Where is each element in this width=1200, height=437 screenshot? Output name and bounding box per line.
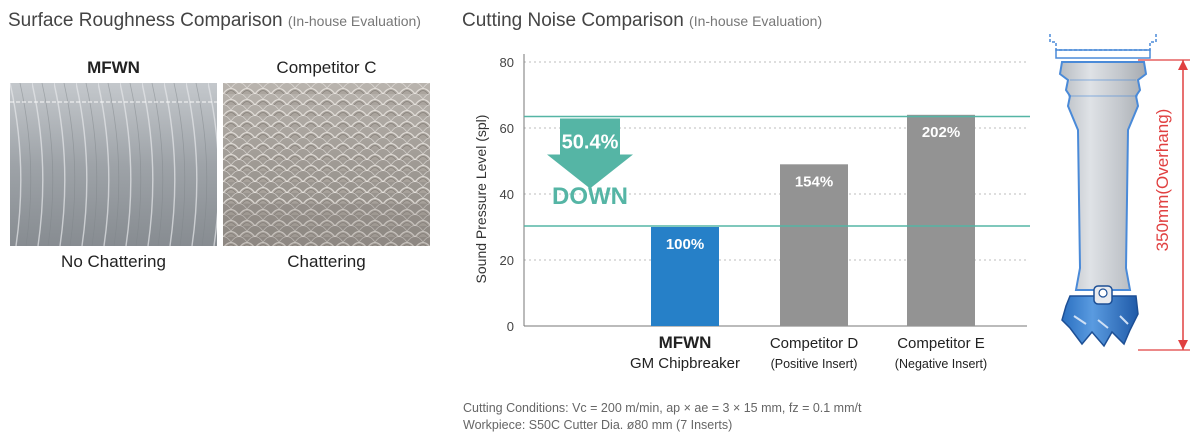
bar-1 [651,227,719,326]
overhang-dimension [1138,59,1190,351]
competitor-c-sample-label: Competitor C [276,58,377,77]
y-axis-label: Sound Pressure Level (spl) [473,115,489,284]
competitor-c-caption: Chattering [287,252,366,271]
bar-data-label-1: 100% [666,236,704,253]
y-tick-label-20: 20 [500,253,514,268]
surface-section-title: Surface Roughness Comparison (In-house E… [8,10,421,32]
category-sublabel-2: (Positive Insert) [771,357,858,371]
mfwn-caption: No Chattering [61,252,166,271]
cutter-illustration [1049,34,1190,351]
cutter-shank [1058,61,1148,291]
category-label-3: Competitor E [897,335,985,352]
noise-title: Cutting Noise Comparison [462,10,684,31]
surface-subtitle: (In-house Evaluation) [287,13,421,29]
bar-data-label-3: 202% [922,124,960,141]
holder-top [1049,34,1157,59]
surface-title: Surface Roughness Comparison [8,10,283,31]
y-tick-label-0: 0 [507,319,514,334]
bar-data-label-2: 154% [795,173,833,190]
conditions-line-1: Cutting Conditions: Vc = 200 m/min, ap ×… [463,401,862,415]
mfwn-surface-photo [10,83,217,246]
bar-2 [780,164,848,326]
down-arrow [547,118,633,189]
bar-3 [907,114,975,326]
overhang-label-wrap: 350mm(Overhang) [1143,0,1183,437]
cutter-head [1061,285,1139,348]
down-text: DOWN [552,183,628,210]
category-label-2: Competitor D [770,335,859,352]
cutting-conditions: Cutting Conditions: Vc = 200 m/min, ap ×… [463,400,861,434]
conditions-line-2: Workpiece: S50C Cutter Dia. ø80 mm (7 In… [463,418,733,432]
y-tick-label-60: 60 [500,121,514,136]
noise-subtitle: (In-house Evaluation) [689,13,823,29]
y-tick-label-80: 80 [500,55,514,70]
overhang-label: 350mm(Overhang) [1153,108,1172,252]
category-sublabel-3: (Negative Insert) [895,357,987,371]
category-sublabel-1: GM Chipbreaker [630,355,740,372]
y-tick-label-40: 40 [500,187,514,202]
competitor-c-surface-photo [223,83,430,246]
noise-section-title: Cutting Noise Comparison (In-house Evalu… [462,10,822,32]
category-label-1: MFWN [659,333,712,352]
mfwn-sample-label: MFWN [87,58,140,77]
reduction-percent: 50.4% [562,131,619,153]
